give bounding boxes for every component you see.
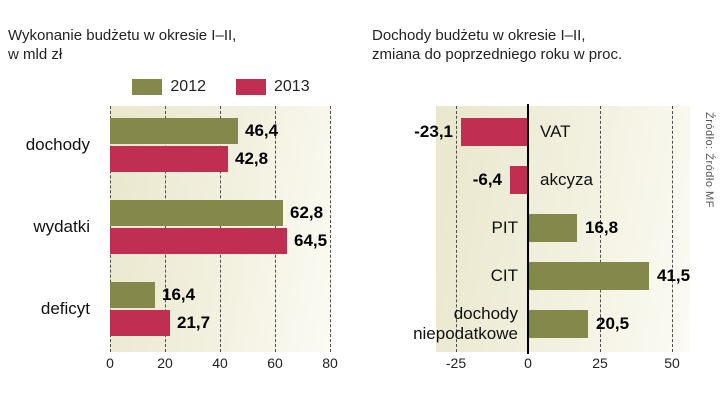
right-chart-x-axis: -25 0 25 50 bbox=[436, 355, 690, 373]
value-label: 64,5 bbox=[294, 231, 328, 250]
right-chart-plot-area: -23,1 VAT -6,4 akcyza 16,8 PIT 41,5 CIT 20,5 doch… bbox=[413, 104, 691, 354]
bar-2012 bbox=[110, 200, 283, 226]
x-tick-label: 60 bbox=[267, 355, 283, 371]
category-label: CIT bbox=[490, 266, 518, 285]
legend-item-2012: 2012 bbox=[132, 78, 206, 96]
value-label: -23,1 bbox=[414, 122, 453, 141]
bar-2012 bbox=[110, 118, 238, 144]
category-label: akcyza bbox=[540, 170, 593, 189]
value-label: 21,7 bbox=[177, 313, 211, 332]
category-label: dochody niepodatkowe bbox=[413, 304, 518, 343]
source-note: Źródło: Źródło MF bbox=[703, 112, 715, 208]
left-chart-title-line2: w mld zł bbox=[8, 46, 63, 63]
category-label: wydatki bbox=[33, 217, 90, 236]
legend-swatch-2013 bbox=[236, 79, 266, 95]
bar-akcyza bbox=[510, 166, 528, 194]
right-chart-title-line2: zmiana do poprzedniego roku w proc. bbox=[372, 46, 623, 63]
x-tick-label: -25 bbox=[445, 355, 467, 371]
category-label: PIT bbox=[491, 218, 518, 237]
x-tick-label: 0 bbox=[524, 355, 532, 371]
gridline bbox=[672, 106, 673, 352]
bar-2013 bbox=[110, 310, 170, 336]
legend-item-2013: 2013 bbox=[236, 78, 310, 96]
value-label: 20,5 bbox=[596, 314, 630, 333]
bar-VAT bbox=[461, 118, 528, 146]
gridline bbox=[456, 106, 457, 352]
value-label: 16,4 bbox=[162, 285, 196, 304]
value-label: 16,8 bbox=[585, 218, 619, 237]
category-label: dochody bbox=[25, 135, 90, 154]
left-chart-title-line1: Wykonanie budżetu w okresie I–II, bbox=[8, 27, 237, 44]
left-chart-category-labels: dochody wydatki deficyt bbox=[0, 106, 100, 352]
gridline bbox=[600, 106, 601, 352]
value-label: 62,8 bbox=[290, 203, 324, 222]
right-chart-title: Dochody budżetu w okresie I–II, zmiana d… bbox=[372, 26, 622, 64]
x-tick-label: 40 bbox=[212, 355, 228, 371]
legend-label-2012: 2012 bbox=[170, 78, 206, 95]
x-tick-label: 20 bbox=[157, 355, 173, 371]
value-label: 46,4 bbox=[245, 121, 279, 140]
x-tick-label: 50 bbox=[664, 355, 680, 371]
value-label: -6,4 bbox=[472, 170, 502, 189]
legend-swatch-2012 bbox=[132, 79, 163, 95]
zero-axis-line bbox=[527, 104, 529, 354]
bar-2012 bbox=[110, 282, 155, 308]
gridline bbox=[330, 106, 331, 352]
x-tick-label: 25 bbox=[592, 355, 608, 371]
left-chart-plot-area: 46,4 42,8 62,8 64,5 16,4 21,7 bbox=[110, 106, 332, 352]
value-label: 41,5 bbox=[657, 266, 691, 285]
x-tick-label: 0 bbox=[106, 355, 114, 371]
bar-2013 bbox=[110, 228, 287, 254]
bar-dochody niepodatkowe bbox=[529, 310, 588, 338]
x-tick-label: 80 bbox=[322, 355, 338, 371]
bar-PIT bbox=[529, 214, 577, 242]
bar-CIT bbox=[529, 262, 649, 290]
legend-label-2013: 2013 bbox=[274, 78, 310, 95]
value-label: 42,8 bbox=[235, 149, 269, 168]
right-chart-title-line1: Dochody budżetu w okresie I–II, bbox=[372, 27, 586, 44]
left-chart-x-axis: 0 20 40 60 80 bbox=[106, 355, 338, 373]
legend: 2012 2013 bbox=[110, 76, 332, 98]
category-label: deficyt bbox=[40, 299, 90, 318]
bar-2013 bbox=[110, 146, 228, 172]
left-chart-title: Wykonanie budżetu w okresie I–II, w mld … bbox=[8, 26, 236, 64]
category-label: VAT bbox=[540, 122, 571, 141]
